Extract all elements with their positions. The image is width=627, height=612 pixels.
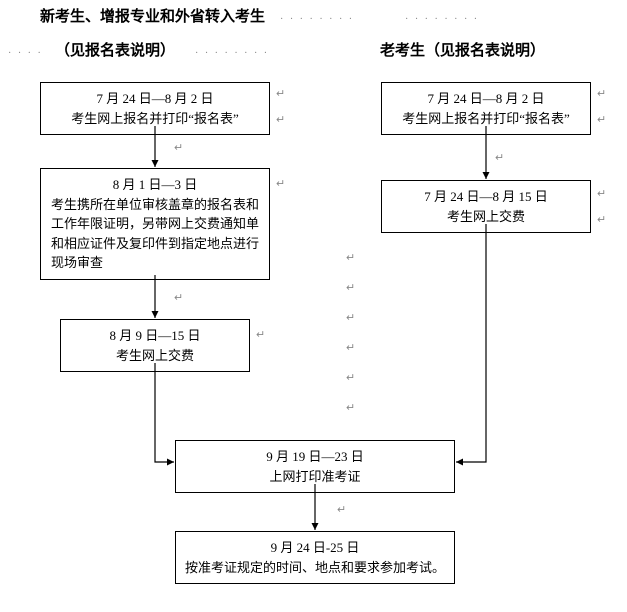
return-mark-icon: ↵ bbox=[346, 310, 355, 327]
return-mark-icon: ↵ bbox=[276, 176, 285, 193]
box-text-desc: 按准考证规定的时间、地点和要求参加考试。 bbox=[184, 558, 446, 578]
header-left-title: 新考生、增报专业和外省转入考生 bbox=[40, 6, 265, 29]
flow-box-new-step2: 8 月 1 日—3 日 考生携所在单位审核盖章的报名表和工作年限证明，另带网上交… bbox=[40, 168, 270, 280]
return-mark-icon: ↵ bbox=[174, 140, 183, 157]
box-text-date: 9 月 24 日-25 日 bbox=[184, 538, 446, 558]
return-mark-icon: ↵ bbox=[597, 112, 606, 129]
return-mark-icon: ↵ bbox=[597, 86, 606, 103]
flow-box-new-step3: 8 月 9 日—15 日 考生网上交费 bbox=[60, 319, 250, 372]
flow-box-old-step1: 7 月 24 日—8 月 2 日 考生网上报名并打印“报名表” bbox=[381, 82, 591, 135]
return-mark-icon: ↵ bbox=[346, 340, 355, 357]
return-mark-icon: ↵ bbox=[256, 327, 265, 344]
decorative-dots: · · · · · · · · bbox=[405, 12, 479, 27]
box-text-date: 7 月 24 日—8 月 15 日 bbox=[390, 187, 582, 207]
box-text-date: 8 月 9 日—15 日 bbox=[69, 326, 241, 346]
header-left-sub: （见报名表说明） bbox=[55, 40, 175, 63]
box-text-date: 9 月 19 日—23 日 bbox=[184, 447, 446, 467]
return-mark-icon: ↵ bbox=[597, 186, 606, 203]
return-mark-icon: ↵ bbox=[346, 280, 355, 297]
return-mark-icon: ↵ bbox=[346, 250, 355, 267]
box-text-date: 7 月 24 日—8 月 2 日 bbox=[390, 89, 582, 109]
return-mark-icon: ↵ bbox=[597, 212, 606, 229]
box-text-desc: 上网打印准考证 bbox=[184, 467, 446, 487]
decorative-dots: · · · · bbox=[8, 46, 43, 61]
box-text-desc: 考生网上报名并打印“报名表” bbox=[49, 109, 261, 129]
flow-box-old-step2: 7 月 24 日—8 月 15 日 考生网上交费 bbox=[381, 180, 591, 233]
flow-box-new-step1: 7 月 24 日—8 月 2 日 考生网上报名并打印“报名表” bbox=[40, 82, 270, 135]
return-mark-icon: ↵ bbox=[346, 400, 355, 417]
decorative-dots: · · · · · · · · bbox=[280, 12, 354, 27]
return-mark-icon: ↵ bbox=[276, 86, 285, 103]
box-text-desc: 考生网上报名并打印“报名表” bbox=[390, 109, 582, 129]
box-text-desc: 考生携所在单位审核盖章的报名表和工作年限证明，另带网上交费通知单和相应证件及复印… bbox=[51, 197, 259, 271]
box-text-date: 8 月 1 日—3 日 bbox=[51, 175, 259, 195]
return-mark-icon: ↵ bbox=[495, 150, 504, 167]
box-text-desc: 考生网上交费 bbox=[69, 346, 241, 366]
header-right-title: 老考生（见报名表说明） bbox=[380, 40, 545, 63]
decorative-dots: · · · · · · · · bbox=[195, 46, 269, 61]
flow-box-exam: 9 月 24 日-25 日 按准考证规定的时间、地点和要求参加考试。 bbox=[175, 531, 455, 584]
box-text-date: 7 月 24 日—8 月 2 日 bbox=[49, 89, 261, 109]
flow-box-merge-print: 9 月 19 日—23 日 上网打印准考证 bbox=[175, 440, 455, 493]
return-mark-icon: ↵ bbox=[276, 112, 285, 129]
return-mark-icon: ↵ bbox=[174, 290, 183, 307]
return-mark-icon: ↵ bbox=[346, 370, 355, 387]
return-mark-icon: ↵ bbox=[337, 502, 346, 519]
box-text-desc: 考生网上交费 bbox=[390, 207, 582, 227]
